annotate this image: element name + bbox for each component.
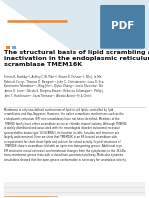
Text: The structural basis of lipid scrambling and
inactivation in the endoplasmic ret: The structural basis of lipid scrambling… — [4, 50, 149, 68]
Text: Membrane is only two-defined mechanisms of lipid in cell lipids, controlled by l: Membrane is only two-defined mechanisms … — [4, 108, 127, 162]
Polygon shape — [0, 0, 72, 50]
Bar — [0, 0, 149, 50]
FancyBboxPatch shape — [100, 5, 145, 49]
Bar — [6, 46, 10, 49]
Text: Simon R. Bushby¹†, Ashley C.W. Pike¹†, Shane R. Felsner¹†, Nils J. le Ma
Robin a: Simon R. Bushby¹†, Ashley C.W. Pike¹†, S… — [4, 75, 104, 98]
Bar — [12, 46, 16, 49]
Text: PDF: PDF — [111, 21, 134, 31]
